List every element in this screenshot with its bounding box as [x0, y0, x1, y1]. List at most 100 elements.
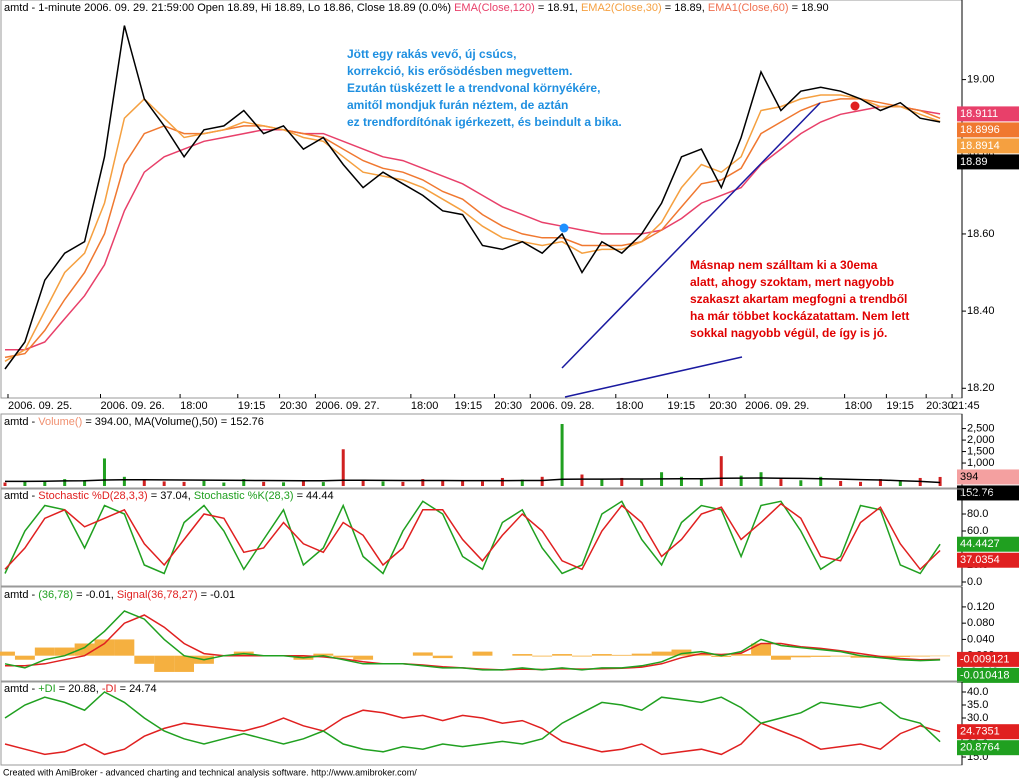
histogram-bar	[114, 639, 135, 656]
histogram-bar	[532, 655, 553, 657]
y-tick-label: 19.00	[967, 74, 995, 86]
histogram-bar	[432, 655, 453, 659]
series-line	[4, 25, 941, 370]
volume-bar	[43, 480, 47, 486]
annotation: ha már többet kockázatattam. Nem lett	[690, 309, 909, 323]
series-line	[4, 691, 941, 753]
y-tick-label: 18.20	[967, 382, 995, 394]
annotation: ez trendfordítónak igérkezett, és beindu…	[347, 115, 622, 129]
volume-bar	[520, 479, 524, 486]
y-tick-label: 2,500	[967, 422, 995, 434]
histogram-bar	[552, 654, 573, 656]
x-tick-label: 19:15	[455, 400, 483, 412]
histogram-bar	[751, 643, 771, 656]
x-tick-label: 20:30	[280, 400, 308, 412]
volume-bar	[540, 476, 544, 486]
x-tick-label: 18:00	[845, 400, 873, 412]
annotation: sokkal nagyobb végül, de így is jó.	[690, 326, 887, 340]
volume-bar	[63, 479, 67, 486]
histogram-bar	[671, 649, 692, 656]
annotation: korrekció, kis erősödésben megvettem.	[347, 64, 572, 78]
histogram-bar	[890, 655, 911, 657]
title-part: (36,78)	[38, 589, 73, 601]
y-tick-label: 0.040	[967, 633, 995, 645]
title-part: = 44.44	[294, 490, 334, 502]
volume-bar	[699, 479, 703, 486]
title-part: amtd - 1-minute 2006. 09. 29. 21:59:00 O…	[4, 2, 454, 14]
histogram-bar	[770, 655, 791, 660]
y-tick-label: 0.120	[967, 601, 995, 613]
histogram-bar	[313, 653, 334, 656]
title-part: -DI	[102, 683, 117, 695]
x-tick-label: 19:15	[668, 400, 696, 412]
x-tick-label: 18:00	[411, 400, 439, 412]
x-tick-label: 20:30	[926, 400, 954, 412]
volume-bar	[242, 479, 246, 486]
volume-bar	[102, 458, 106, 486]
value-badge	[957, 552, 1019, 568]
x-tick-label: 2006. 09. 28.	[530, 400, 594, 412]
histogram-bar	[830, 655, 851, 657]
value-badge	[957, 724, 1019, 740]
marker-dot	[850, 101, 860, 111]
series-line	[4, 610, 941, 671]
value-badge-label: -0.010418	[960, 669, 1010, 681]
x-tick-label: 18:00	[180, 400, 208, 412]
volume-bar	[282, 482, 286, 486]
histogram-bar	[333, 655, 354, 658]
volume-bar	[262, 481, 266, 486]
histogram-bar	[34, 647, 55, 656]
title-part: EMA1(Close,60)	[708, 2, 789, 14]
series-line	[4, 502, 941, 571]
y-tick-label: 0.080	[967, 617, 995, 629]
histogram-bar	[154, 655, 175, 672]
annotation: alatt, ahogy szoktam, mert nagyobb	[690, 275, 894, 289]
title-part: EMA(Close,120)	[454, 2, 535, 14]
histogram-bar	[512, 654, 533, 656]
value-badge	[957, 469, 1019, 485]
y-tick-label: 2,000	[967, 434, 995, 446]
histogram-bar	[412, 652, 433, 656]
volume-bar	[401, 481, 405, 486]
volume-bar	[122, 476, 126, 486]
volume-bar	[222, 482, 226, 486]
volume-bar	[679, 476, 683, 486]
value-badge	[957, 536, 1019, 552]
y-tick-label: 1,000	[967, 457, 995, 469]
title-part: Stochastic %K(28,3)	[194, 490, 294, 502]
title-part: Volume()	[38, 416, 82, 428]
volume-bar	[580, 474, 584, 486]
histogram-bar	[611, 654, 632, 656]
volume-bar	[3, 482, 7, 486]
y-tick-label: 0.0	[967, 576, 982, 588]
y-tick-label: 18.40	[967, 305, 995, 317]
y-tick-label: 30.0	[967, 712, 988, 724]
annotation: Másnap nem szálltam ki a 30ema	[690, 258, 878, 272]
x-tick-label: 21:45	[952, 400, 980, 412]
histogram-bar	[472, 651, 493, 656]
histogram-bar	[810, 655, 831, 657]
histogram-bar	[0, 651, 15, 656]
volume-bar	[898, 481, 902, 486]
title-part: = 394.00, MA(Volume(),50) = 152.76	[82, 416, 264, 428]
annotation: amitől mondjuk furán néztem, de aztán	[347, 98, 568, 112]
volume-bar	[162, 481, 166, 486]
histogram-bar	[910, 655, 931, 657]
volume-bar	[202, 480, 206, 486]
x-tick-label: 2006. 09. 25.	[8, 400, 72, 412]
volume-bar	[381, 481, 385, 486]
volume-bar	[878, 479, 882, 486]
histogram-bar	[174, 655, 195, 672]
value-badge	[957, 122, 1019, 138]
volume-bar	[719, 456, 723, 486]
title-part: Signal(36,78,27)	[117, 589, 198, 601]
annotation: Ezután tüskézett le a trendvonal környék…	[347, 81, 600, 95]
volume-bar	[182, 481, 186, 486]
histogram-bar	[134, 655, 155, 664]
histogram-bar	[651, 651, 672, 656]
volume-bar	[361, 480, 365, 486]
title-part: amtd -	[4, 490, 38, 502]
volume-bar	[23, 481, 27, 486]
